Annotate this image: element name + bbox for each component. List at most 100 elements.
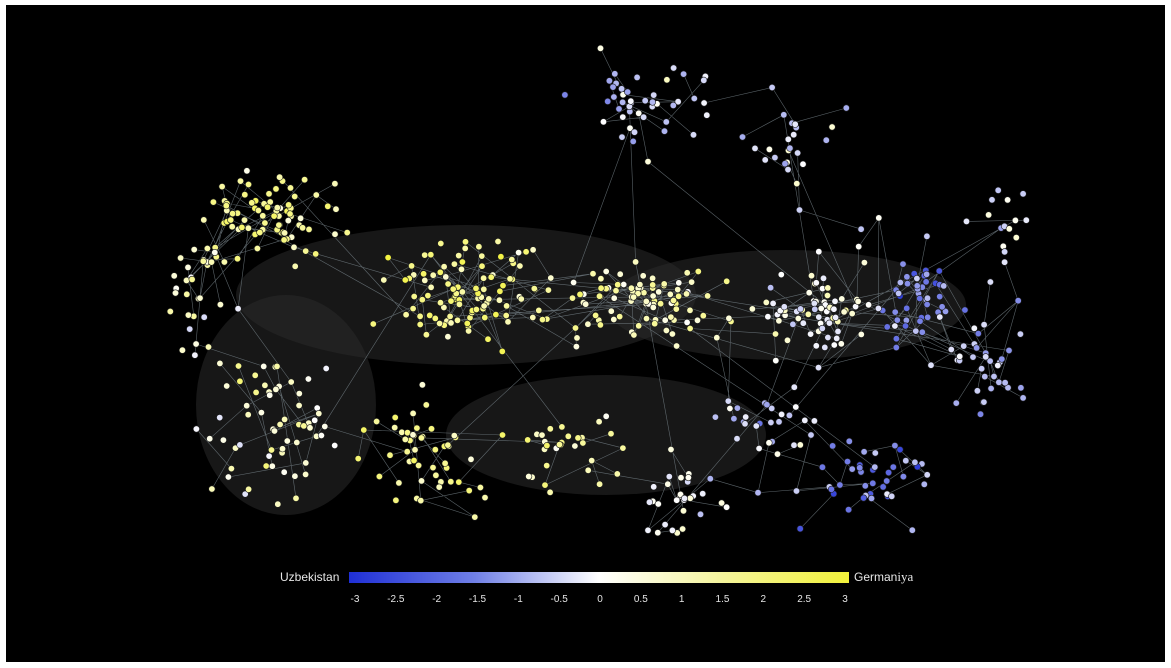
network-node [854, 297, 862, 305]
network-node [427, 251, 435, 259]
network-node [283, 437, 291, 445]
network-node [869, 479, 877, 487]
network-node [875, 214, 883, 222]
network-node [610, 315, 618, 323]
network-node [969, 353, 977, 361]
network-node [584, 320, 592, 328]
network-node [725, 314, 733, 322]
network-node [674, 286, 682, 294]
network-node [447, 319, 455, 327]
network-node [571, 324, 579, 332]
network-node [799, 319, 807, 327]
network-node [777, 271, 785, 279]
network-node [245, 181, 253, 189]
network-node [644, 526, 652, 534]
network-node [535, 306, 543, 314]
network-node [836, 481, 844, 489]
network-node [867, 494, 875, 502]
network-node [668, 526, 676, 534]
network-node [694, 267, 702, 275]
network-node [792, 487, 800, 495]
network-node [411, 446, 419, 454]
network-node [252, 388, 260, 396]
network-node [485, 295, 493, 303]
network-node [794, 314, 802, 322]
network-node [395, 479, 403, 487]
network-node [589, 270, 597, 278]
network-node [216, 414, 224, 422]
network-node [901, 322, 909, 330]
network-node [772, 357, 780, 365]
network-node [458, 258, 466, 266]
network-node [827, 485, 835, 493]
network-node [177, 254, 185, 262]
network-node [892, 335, 900, 343]
network-node [908, 526, 916, 534]
network-node [980, 321, 988, 329]
network-node [679, 507, 687, 515]
network-node [596, 321, 604, 329]
network-node [276, 173, 284, 181]
network-node [609, 83, 617, 91]
network-node [208, 485, 216, 493]
network-node [988, 196, 996, 204]
network-node [254, 207, 262, 215]
network-node [199, 257, 207, 265]
network-node [166, 307, 174, 315]
network-node [675, 292, 683, 300]
network-node [814, 364, 822, 372]
network-node [311, 416, 319, 424]
network-node [455, 300, 463, 308]
network-node [447, 297, 455, 305]
network-node [700, 76, 708, 84]
network-node [291, 262, 299, 270]
network-node [506, 275, 514, 283]
network-node [700, 99, 708, 107]
network-node [472, 305, 480, 313]
network-node [429, 464, 437, 472]
network-node [885, 469, 893, 477]
network-node [781, 160, 789, 168]
network-node [524, 436, 532, 444]
network-node [751, 144, 759, 152]
network-node [508, 256, 516, 264]
network-node [183, 276, 191, 284]
network-node [614, 281, 622, 289]
network-node [913, 282, 921, 290]
network-node [409, 305, 417, 313]
network-node [444, 441, 452, 449]
network-node [244, 224, 252, 232]
network-node [764, 313, 772, 321]
network-node [576, 290, 584, 298]
network-node [1011, 216, 1019, 224]
network-node [216, 301, 224, 309]
network-node [657, 300, 665, 308]
network-node [780, 111, 788, 119]
network-node [373, 417, 381, 425]
network-node [654, 500, 662, 508]
network-node [256, 229, 264, 237]
network-node [791, 120, 799, 128]
network-node [916, 317, 924, 325]
network-node [689, 131, 697, 139]
network-node [888, 492, 896, 500]
network-node [817, 304, 825, 312]
network-node [264, 203, 272, 211]
network-node [627, 97, 635, 105]
network-node [848, 310, 856, 318]
network-node [626, 124, 634, 132]
network-node [840, 308, 848, 316]
network-node [555, 441, 563, 449]
network-node [940, 282, 948, 290]
network-node [285, 201, 293, 209]
network-node [599, 118, 607, 126]
network-node [444, 333, 452, 341]
network-node [484, 335, 492, 343]
network-node [805, 289, 813, 297]
network-node [987, 384, 995, 392]
network-node [190, 246, 198, 254]
network-node [703, 111, 711, 119]
network-node [883, 323, 891, 331]
network-node [785, 411, 793, 419]
network-node [607, 430, 615, 438]
